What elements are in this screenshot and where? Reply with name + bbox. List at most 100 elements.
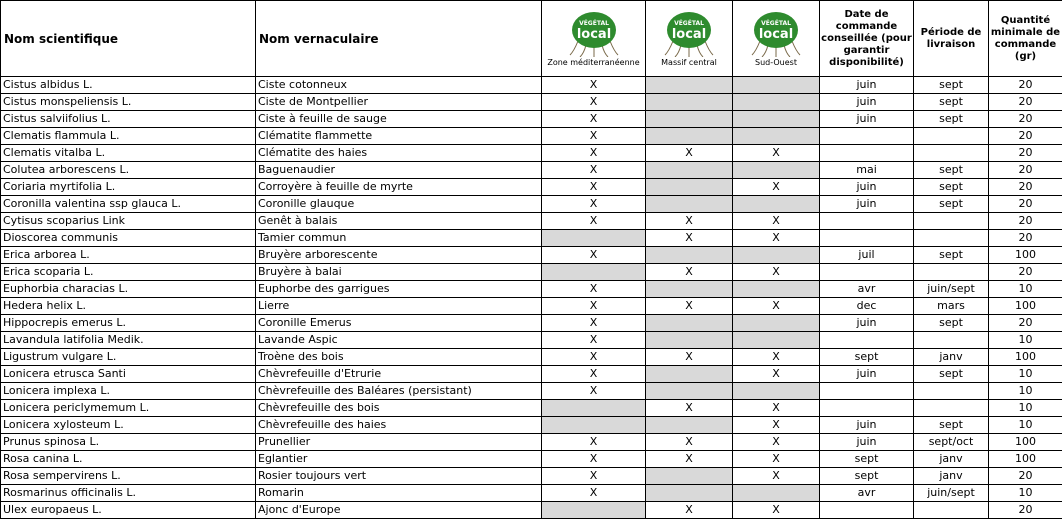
logo-top-text: VÉGÉTAL [761,19,791,27]
cell-zone-mediterraneenne: X [541,178,646,196]
cell-common-name: Coronille Emerus [255,314,542,332]
cell-order-date [819,229,914,247]
cell-sud-ouest: X [732,450,820,468]
cell-scientific-name: Rosa sempervirens L. [0,467,256,485]
cell-zone-mediterraneenne: X [541,450,646,468]
cell-delivery-period: sept [913,110,989,128]
cell-common-name: Ciste cotonneux [255,76,542,94]
cell-delivery-period: sept [913,161,989,179]
cell-zone-mediterraneenne: X [541,110,646,128]
header-common-name: Nom vernaculaire [255,0,542,77]
logo-bottom-text: local [672,27,706,42]
cell-sud-ouest: X [732,144,820,162]
cell-common-name: Rosier toujours vert [255,467,542,485]
cell-order-date: juin [819,314,914,332]
cell-sud-ouest [732,93,820,111]
cell-scientific-name: Erica arborea L. [0,246,256,264]
cell-common-name: Euphorbe des garrigues [255,280,542,298]
cell-scientific-name: Euphorbia characias L. [0,280,256,298]
cell-delivery-period: sept/oct [913,433,989,451]
cell-order-date [819,331,914,349]
cell-massif-central [645,416,733,434]
cell-scientific-name: Hippocrepis emerus L. [0,314,256,332]
cell-massif-central [645,314,733,332]
cell-order-date [819,501,914,519]
logo-top-text: VÉGÉTAL [579,19,609,27]
table-row: Clematis flammula L. Clématite flammette X… [0,127,1062,145]
cell-min-quantity: 10 [988,382,1062,400]
cell-order-date: juin [819,93,914,111]
cell-zone-mediterraneenne: X [541,93,646,111]
cell-min-quantity: 20 [988,178,1062,196]
cell-common-name: Eglantier [255,450,542,468]
logo-caption: Massif central [661,57,717,67]
cell-delivery-period: sept [913,246,989,264]
table-row: Lavandula latifolia Medik. Lavande Aspic X… [0,331,1062,349]
cell-min-quantity: 100 [988,450,1062,468]
cell-order-date: juin [819,76,914,94]
cell-min-quantity: 10 [988,399,1062,417]
header-min-quantity: Quantité minimale de commande (gr) [988,0,1062,77]
cell-delivery-period [913,229,989,247]
cell-scientific-name: Prunus spinosa L. [0,433,256,451]
cell-min-quantity: 100 [988,246,1062,264]
header-logo-massif-central: VÉGÉTAL local Massif central [645,0,733,77]
cell-sud-ouest: X [732,501,820,519]
cell-massif-central: X [645,263,733,281]
cell-sud-ouest: X [732,263,820,281]
table-row: Rosa sempervirens L. Rosier toujours vert… [0,467,1062,485]
cell-min-quantity: 20 [988,212,1062,230]
cell-min-quantity: 20 [988,144,1062,162]
cell-zone-mediterraneenne [541,501,646,519]
cell-min-quantity: 10 [988,365,1062,383]
cell-delivery-period: sept [913,93,989,111]
cell-massif-central [645,331,733,349]
cell-delivery-period: sept [913,416,989,434]
cell-massif-central [645,382,733,400]
cell-order-date: juin [819,178,914,196]
cell-order-date: sept [819,348,914,366]
cell-massif-central: X [645,297,733,315]
cell-delivery-period [913,263,989,281]
cell-common-name: Romarin [255,484,542,502]
cell-zone-mediterraneenne: X [541,467,646,485]
cell-min-quantity: 100 [988,348,1062,366]
cell-min-quantity: 10 [988,280,1062,298]
cell-common-name: Coronille glauque [255,195,542,213]
table-row: Dioscorea communis Tamier commun X X 20 [0,229,1062,247]
logo-top-text: VÉGÉTAL [674,19,704,27]
cell-sud-ouest: X [732,348,820,366]
cell-delivery-period: sept [913,195,989,213]
cell-min-quantity: 20 [988,263,1062,281]
cell-common-name: Troène des bois [255,348,542,366]
cell-min-quantity: 10 [988,484,1062,502]
cell-scientific-name: Lonicera implexa L. [0,382,256,400]
cell-scientific-name: Cistus albidus L. [0,76,256,94]
cell-order-date: avr [819,484,914,502]
cell-order-date: juin [819,110,914,128]
cell-zone-mediterraneenne: X [541,161,646,179]
cell-scientific-name: Clematis vitalba L. [0,144,256,162]
cell-common-name: Lierre [255,297,542,315]
cell-min-quantity: 20 [988,110,1062,128]
cell-delivery-period [913,331,989,349]
table-row: Lonicera xylosteum L. Chèvrefeuille des h… [0,416,1062,434]
cell-delivery-period [913,399,989,417]
logo-caption: Sud-Ouest [755,57,797,67]
cell-scientific-name: Lonicera etrusca Santi [0,365,256,383]
cell-min-quantity: 20 [988,76,1062,94]
cell-common-name: Tamier commun [255,229,542,247]
cell-order-date: juil [819,246,914,264]
cell-common-name: Baguenaudier [255,161,542,179]
cell-sud-ouest [732,161,820,179]
table-row: Coronilla valentina ssp glauca L. Coronil… [0,195,1062,213]
cell-zone-mediterraneenne: X [541,433,646,451]
cell-sud-ouest: X [732,433,820,451]
vegetal-local-logo-icon: VÉGÉTAL local [569,11,618,57]
